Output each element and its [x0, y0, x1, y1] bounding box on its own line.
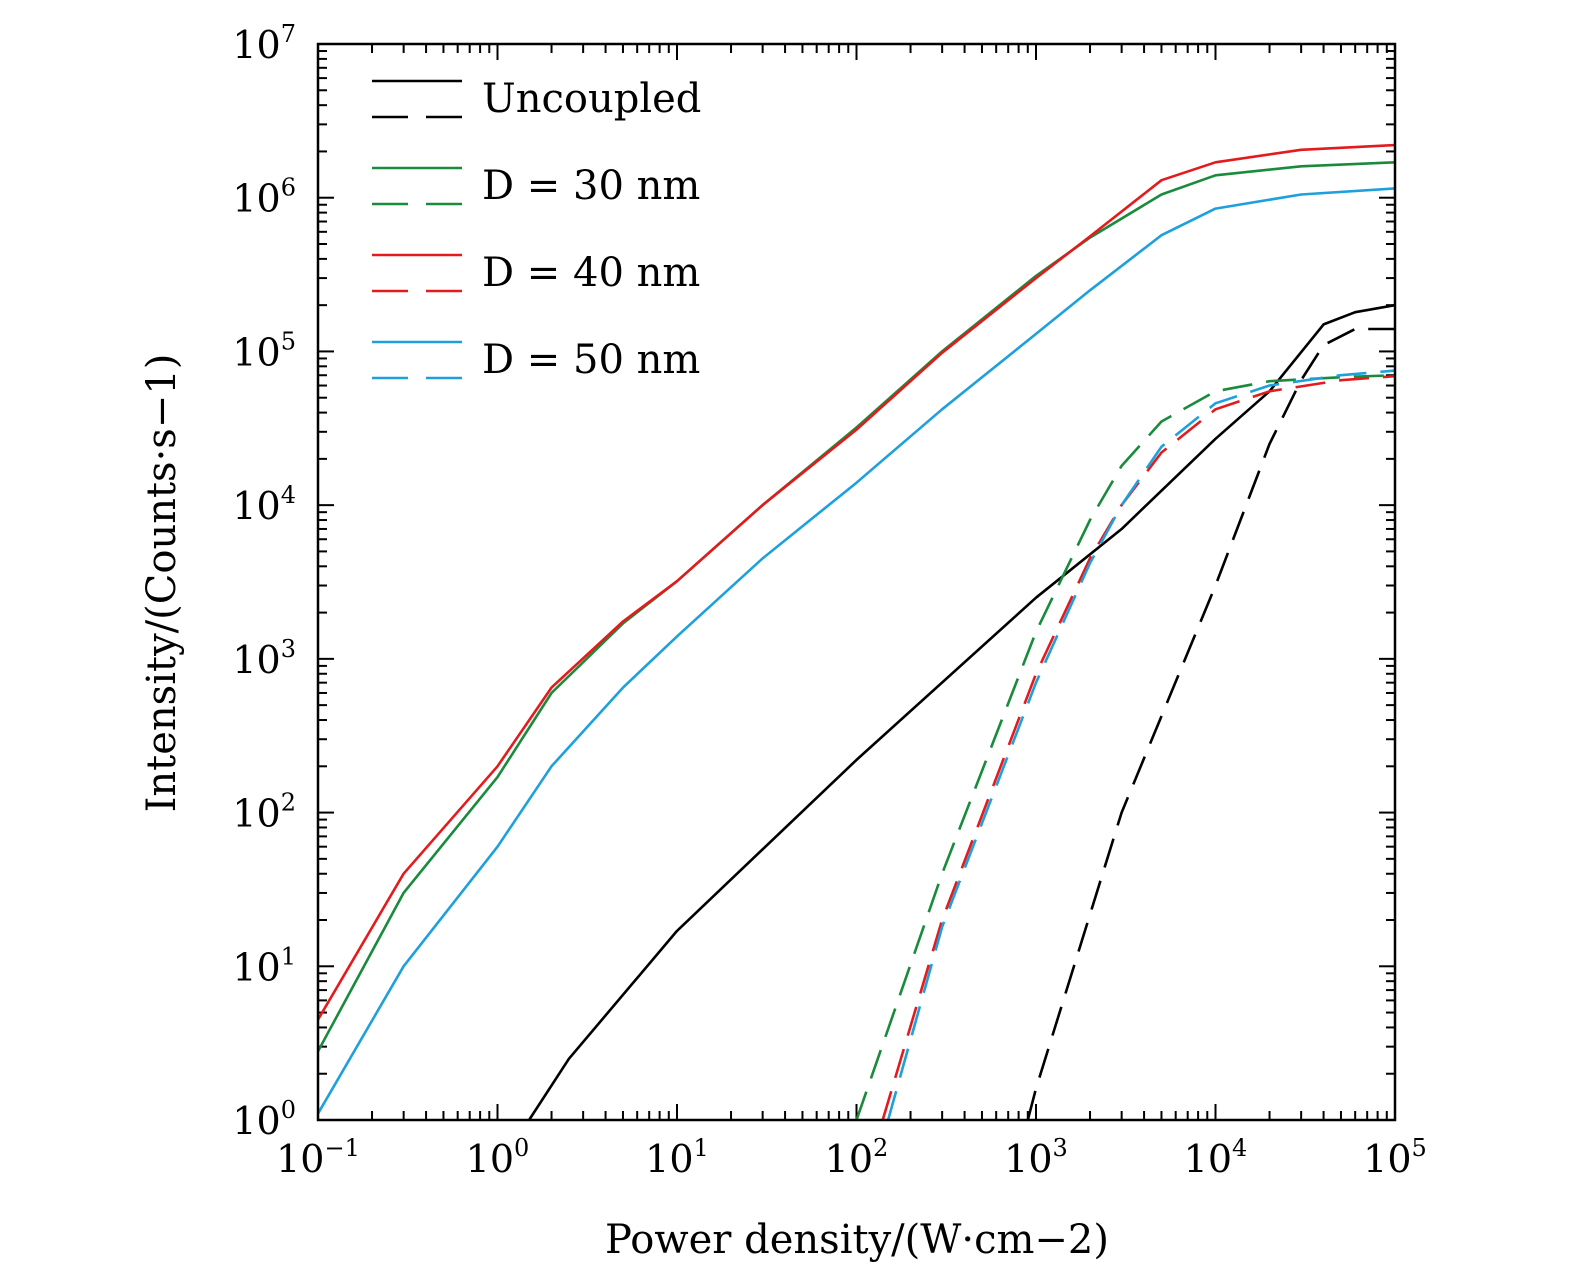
legend-label: D = 50 nm: [482, 337, 700, 383]
x-tick-label: 104: [1184, 1134, 1248, 1181]
y-tick-label: 100: [232, 1096, 296, 1143]
tick-labels: 10−1 100 101 102 103 104 105100101102103104105…: [232, 20, 1426, 1181]
series-line-d-40-nm-solid: [318, 143, 1395, 1021]
x-tick-label: 102: [825, 1134, 889, 1181]
series-line-d-30-nm-dashed: [855, 373, 1395, 1120]
x-tick-label: 10−1: [276, 1134, 360, 1181]
series-layer: [318, 143, 1395, 1120]
y-tick-label: 106: [232, 174, 296, 221]
axis-ticks: [317, 43, 1396, 1121]
series-line-d-30-nm-solid: [318, 161, 1395, 1052]
x-tick-label: 100: [466, 1134, 530, 1181]
legend-label: D = 30 nm: [482, 163, 700, 209]
y-tick-label: 107: [232, 20, 296, 67]
x-axis-title: Power density/(W·cm−2): [605, 1217, 1109, 1263]
x-tick-label: 103: [1004, 1134, 1068, 1181]
legend-label: Uncoupled: [482, 76, 701, 122]
x-tick-label: 101: [645, 1134, 709, 1181]
y-axis-title: Intensity/(Counts·s−1): [139, 354, 185, 813]
series-line-d-50-nm-dashed: [886, 369, 1395, 1120]
legend-label: D = 40 nm: [482, 250, 700, 296]
y-tick-label: 101: [232, 942, 296, 989]
legend: Uncoupled D = 30 nm D = 40 nm D = 50 nm: [372, 76, 701, 383]
y-tick-label: 105: [232, 327, 296, 374]
series-line-d-50-nm-solid: [318, 187, 1395, 1115]
series-line-uncoupled-dashed: [1026, 327, 1395, 1120]
y-tick-label: 104: [232, 481, 296, 528]
y-tick-label: 102: [232, 789, 296, 836]
x-tick-label: 105: [1363, 1134, 1427, 1181]
series-line-uncoupled-solid: [528, 303, 1395, 1120]
series-line-d-40-nm-dashed: [881, 374, 1395, 1120]
plot-frame: [316, 42, 1397, 1122]
y-tick-label: 103: [232, 635, 296, 682]
